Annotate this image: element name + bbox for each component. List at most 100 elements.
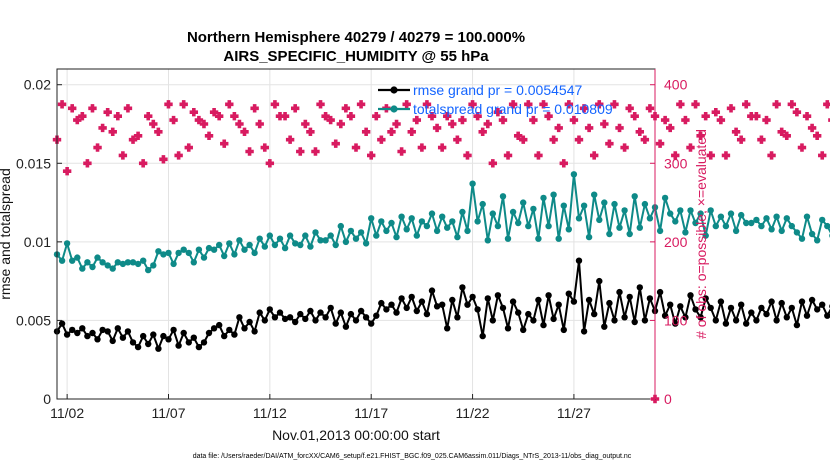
totalspread-point bbox=[661, 194, 669, 202]
obs-evaluated-point bbox=[220, 139, 229, 148]
totalspread-point bbox=[63, 240, 71, 247]
obs-evaluated-point bbox=[772, 100, 781, 109]
obs-evaluated-point bbox=[427, 111, 437, 121]
y-axis-label: rmse and totalspread bbox=[0, 168, 13, 300]
obs-evaluated-point bbox=[630, 111, 639, 121]
rmse-point bbox=[748, 309, 755, 316]
rmse-point bbox=[140, 332, 147, 340]
rmse-point bbox=[352, 317, 360, 324]
rmse-point bbox=[124, 328, 132, 335]
totalspread-point bbox=[342, 238, 350, 246]
obs-evaluated-point bbox=[640, 135, 650, 144]
rmse-point bbox=[824, 312, 830, 319]
rmse-point bbox=[464, 301, 471, 308]
rmse-point bbox=[413, 307, 420, 315]
obs-evaluated-point bbox=[316, 100, 325, 109]
rmse-point bbox=[398, 295, 405, 302]
totalspread-point bbox=[687, 207, 694, 214]
obs-evaluated-point bbox=[807, 123, 817, 133]
rmse-point bbox=[449, 296, 456, 304]
rmse-point bbox=[646, 295, 654, 302]
rmse-point bbox=[281, 315, 289, 323]
totalspread-point bbox=[241, 246, 248, 253]
legend: rmse grand pr = 0.0054547 totalspread gr… bbox=[378, 82, 613, 117]
obs-evaluated-point bbox=[245, 147, 254, 156]
obs-evaluated-point bbox=[731, 127, 741, 137]
rmse-point bbox=[150, 331, 157, 338]
obs-evaluated-point bbox=[468, 100, 477, 109]
rmse-point bbox=[454, 314, 461, 321]
totalspread-point bbox=[398, 213, 405, 220]
obs-evaluated-point bbox=[230, 111, 239, 121]
totalspread-point bbox=[484, 237, 491, 244]
obs-evaluated-point bbox=[108, 127, 117, 137]
rmse-point bbox=[575, 257, 583, 264]
rmse-point bbox=[256, 309, 263, 316]
rmse-point bbox=[520, 326, 527, 334]
totalspread-point bbox=[69, 257, 76, 264]
rmse-point bbox=[712, 317, 719, 324]
rmse-point bbox=[297, 310, 304, 318]
obs-evaluated-point bbox=[802, 111, 812, 121]
totalspread-point bbox=[444, 224, 451, 231]
obs-evaluated-point bbox=[209, 108, 219, 117]
totalspread-point bbox=[175, 249, 182, 257]
rmse-point bbox=[58, 320, 66, 327]
rmse-point bbox=[418, 298, 426, 305]
totalspread-point bbox=[271, 241, 279, 249]
rmse-point bbox=[621, 314, 628, 321]
totalspread-point bbox=[109, 265, 116, 272]
rmse-point bbox=[428, 287, 436, 294]
obs-evaluated-point bbox=[615, 123, 624, 133]
totalspread-point bbox=[236, 237, 243, 244]
obs-evaluated-point bbox=[600, 119, 609, 129]
totalspread-point bbox=[281, 244, 289, 252]
obs-evaluated-point bbox=[696, 131, 705, 140]
obs-evaluated-point bbox=[519, 135, 528, 144]
rmse-point bbox=[160, 332, 167, 340]
obs-evaluated-point bbox=[671, 151, 680, 160]
rmse-point bbox=[444, 325, 451, 332]
rmse-point bbox=[114, 325, 122, 332]
obs-evaluated-point bbox=[747, 111, 756, 121]
totalspread-point bbox=[165, 249, 172, 257]
totalspread-point bbox=[327, 232, 334, 239]
obs-evaluated-point bbox=[716, 115, 726, 125]
totalspread-point bbox=[641, 200, 649, 208]
totalspread-point bbox=[266, 232, 273, 239]
obs-evaluated-point bbox=[240, 127, 249, 137]
x-tick-label: 11/17 bbox=[354, 405, 388, 421]
x-axis-label: Nov.01,2013 00:00:00 start bbox=[272, 427, 440, 443]
rmse-point bbox=[292, 318, 299, 326]
rmse-point bbox=[474, 306, 481, 313]
y2-axis-label: # of obs: o=possible; ×=evaluated bbox=[693, 129, 709, 339]
rmse-point bbox=[672, 320, 679, 327]
obs-evaluated-point bbox=[473, 111, 482, 121]
totalspread-point bbox=[682, 229, 689, 236]
obs-evaluated-point bbox=[336, 119, 345, 129]
obs-evaluated-point bbox=[797, 143, 807, 152]
rmse-point bbox=[84, 332, 91, 340]
rmse-point bbox=[175, 342, 182, 349]
rmse-point bbox=[626, 293, 633, 301]
rmse-point bbox=[342, 323, 350, 330]
obs-evaluated-point bbox=[736, 135, 746, 144]
totalspread-point bbox=[798, 235, 806, 242]
totalspread-point bbox=[145, 266, 152, 274]
rmse-point bbox=[530, 317, 537, 324]
rmse-point bbox=[656, 288, 664, 296]
rmse-point bbox=[362, 314, 370, 321]
totalspread-point bbox=[738, 211, 745, 219]
y2-tick-label: 100 bbox=[664, 312, 688, 328]
obs-evaluated-point bbox=[133, 131, 143, 140]
totalspread-point bbox=[84, 259, 91, 266]
totalspread-point bbox=[378, 218, 385, 225]
totalspread-point bbox=[803, 213, 811, 220]
obs-evaluated-point bbox=[154, 127, 163, 137]
obs-evaluated-point bbox=[159, 155, 168, 164]
rmse-point bbox=[165, 336, 172, 343]
rmse-point bbox=[317, 309, 324, 316]
totalspread-point bbox=[580, 202, 588, 209]
rmse-point bbox=[469, 293, 476, 301]
